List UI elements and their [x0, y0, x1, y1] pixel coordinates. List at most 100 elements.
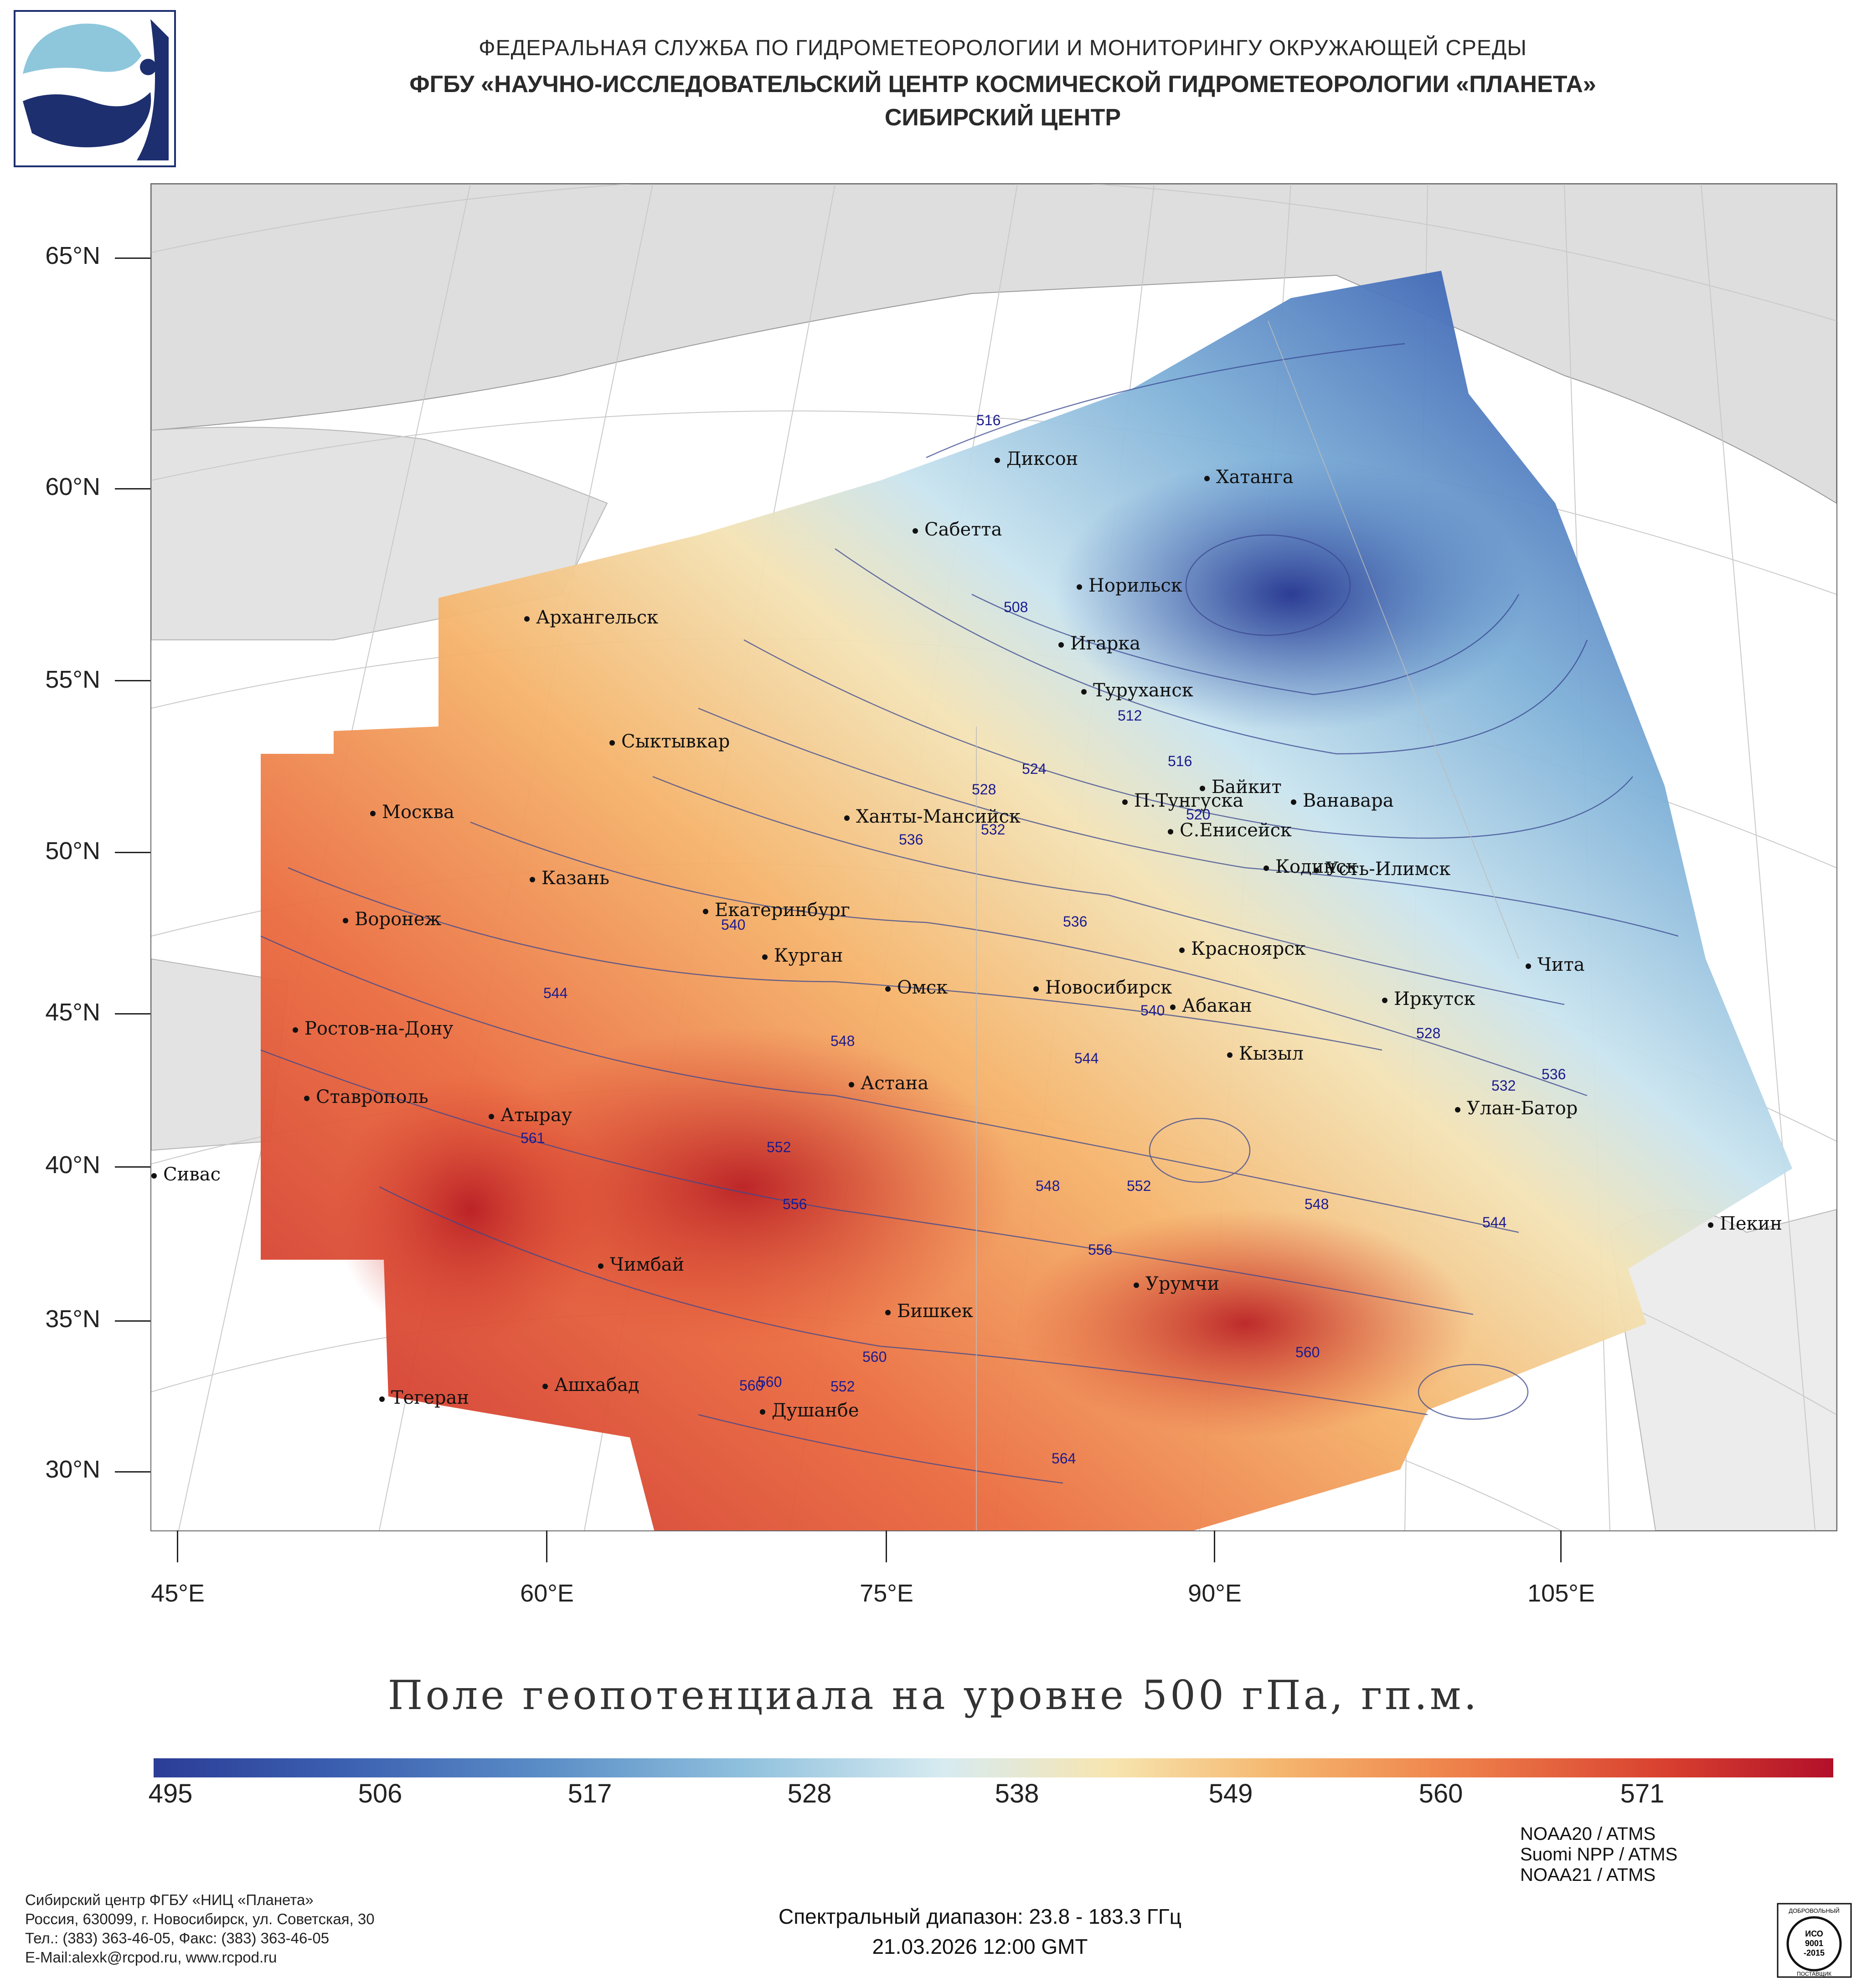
- city-name: Астана: [861, 1073, 929, 1094]
- lat-tick: [115, 1471, 150, 1473]
- city-dot: [885, 986, 891, 992]
- city-marker: Ставрополь: [304, 1087, 428, 1107]
- contour-label: 564: [1052, 1450, 1076, 1467]
- contour-label: 544: [1074, 1050, 1099, 1066]
- city-dot: [913, 528, 918, 534]
- city-marker: Казань: [530, 868, 609, 889]
- city-dot: [1204, 476, 1210, 481]
- satellite-item: Suomi NPP / ATMS: [1520, 1844, 1678, 1864]
- spectral-range: Спектральный диапазон: 23.8 - 183.3 ГГц: [778, 1905, 1182, 1928]
- contour-label: 536: [1542, 1066, 1566, 1082]
- city-marker: Чимбай: [598, 1254, 684, 1275]
- city-dot: [1081, 689, 1087, 695]
- city-marker: Ростов-на-Дону: [293, 1018, 453, 1039]
- city-marker: Диксон: [995, 448, 1078, 469]
- city-name: Иркутск: [1394, 989, 1475, 1009]
- contour-label: 556: [1088, 1241, 1113, 1258]
- satellite-list: NOAA20 / ATMS Suomi NPP / ATMS NOAA21 / …: [1520, 1824, 1677, 1885]
- map-canvas: [151, 184, 1836, 1530]
- city-dot: [1526, 963, 1531, 969]
- contour-label: 548: [1036, 1178, 1060, 1194]
- city-dot: [542, 1384, 548, 1389]
- contour-label: 516: [976, 412, 1001, 428]
- city-name: С.Енисейск: [1180, 820, 1292, 841]
- city-name: Пекин: [1720, 1213, 1782, 1234]
- lat-tick: [115, 680, 150, 681]
- lat-tick: [115, 258, 150, 259]
- city-dot: [1314, 868, 1319, 873]
- city-name: Хатанга: [1216, 467, 1294, 488]
- contour-label: 561: [521, 1130, 545, 1146]
- city-marker: Атырау: [489, 1105, 572, 1126]
- lat-tick: [115, 488, 150, 489]
- city-marker: Душанбе: [760, 1400, 859, 1421]
- lat-label: 45°N: [45, 999, 100, 1026]
- city-dot: [1227, 1052, 1233, 1058]
- colorbar-tick: 571: [1620, 1779, 1665, 1808]
- lon-tick: [1560, 1530, 1562, 1562]
- city-dot: [762, 954, 768, 960]
- iso-number: 9001: [1805, 1939, 1823, 1948]
- city-name: Новосибирск: [1045, 977, 1172, 998]
- city-dot: [1200, 786, 1205, 791]
- lat-tick: [115, 1320, 150, 1322]
- city-marker: Ханты-Мансийск: [844, 806, 1021, 827]
- city-marker: Курган: [762, 945, 843, 966]
- city-marker: Сыктывкар: [609, 731, 730, 752]
- planeta-logo: [14, 10, 176, 167]
- colorbar-tick: 528: [787, 1779, 832, 1808]
- city-dot: [849, 1082, 854, 1087]
- city-marker: Архангельск: [524, 607, 658, 628]
- lon-label: 75°E: [860, 1580, 913, 1607]
- iso-bottom-text: ПОСТАВЩИК: [1797, 1971, 1831, 1977]
- city-dot: [609, 740, 615, 746]
- lon-label: 45°E: [151, 1580, 205, 1607]
- city-marker: П.Тунгуска: [1122, 790, 1243, 811]
- lat-label: 30°N: [45, 1456, 100, 1483]
- contour-label: 528: [1416, 1025, 1441, 1041]
- city-marker: Кызыл: [1227, 1043, 1304, 1064]
- header-institute: ФГБУ «НАУЧНО-ИССЛЕДОВАТЕЛЬСКИЙ ЦЕНТР КОС…: [409, 71, 1596, 98]
- iso-year: -2015: [1804, 1948, 1825, 1957]
- city-name: Туруханск: [1093, 680, 1193, 701]
- contour-label: 552: [767, 1139, 791, 1155]
- contour-label: 560: [739, 1377, 764, 1394]
- city-name: Сыктывкар: [621, 731, 730, 752]
- lat-label: 35°N: [45, 1305, 100, 1333]
- footer-phone: Тел.: (383) 363-46-05, Факс: (383) 363-4…: [25, 1930, 330, 1947]
- city-marker: Ванавара: [1291, 790, 1394, 811]
- city-marker: Пекин: [1708, 1213, 1782, 1234]
- colorbar-tick: 506: [358, 1779, 402, 1808]
- colorbar-tick: 549: [1208, 1779, 1253, 1808]
- city-dot: [530, 877, 535, 882]
- lon-label: 90°E: [1188, 1580, 1242, 1607]
- city-marker: Хатанга: [1204, 467, 1294, 488]
- city-name: Ростов-на-Дону: [304, 1018, 454, 1039]
- city-name: Игарка: [1070, 633, 1141, 654]
- colorbar: [154, 1758, 1833, 1777]
- city-dot: [1264, 865, 1269, 871]
- contour-label: 548: [1305, 1196, 1329, 1212]
- city-dot: [489, 1114, 494, 1119]
- city-name: Атырау: [500, 1105, 572, 1126]
- city-marker: Абакан: [1170, 995, 1252, 1016]
- city-marker: Иркутск: [1382, 989, 1475, 1009]
- city-name: Чимбай: [610, 1254, 685, 1275]
- contour-label: 540: [1140, 1002, 1165, 1019]
- city-dot: [995, 458, 1000, 463]
- contour-label: 524: [1022, 761, 1047, 777]
- city-marker: Туруханск: [1081, 680, 1193, 701]
- city-dot: [293, 1027, 298, 1033]
- lat-label: 65°N: [45, 242, 100, 269]
- city-name: Ванавара: [1303, 790, 1394, 811]
- lon-tick: [546, 1530, 547, 1562]
- colorbar-tick: 495: [148, 1779, 193, 1808]
- city-dot: [1382, 998, 1387, 1003]
- city-name: Абакан: [1182, 995, 1252, 1016]
- header-agency: ФЕДЕРАЛЬНАЯ СЛУЖБА ПО ГИДРОМЕТЕОРОЛОГИИ …: [479, 36, 1527, 60]
- lon-tick: [886, 1530, 887, 1562]
- city-dot: [885, 1310, 891, 1315]
- iso-certification-seal: ДОБРОВОЛЬНЫЙ ИСО 9001 -2015 ПОСТАВЩИК: [1777, 1903, 1852, 1978]
- lat-label: 50°N: [45, 837, 100, 865]
- footer-email: E-Mail:alexk@rcpod.ru, www.rcpod.ru: [25, 1949, 277, 1966]
